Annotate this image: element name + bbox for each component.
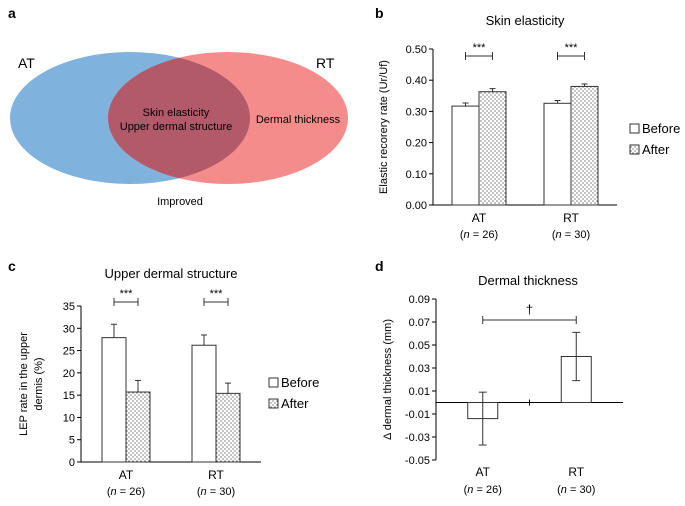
y-axis-label-line1: LEP rate in the upper <box>18 332 30 436</box>
legend-swatch-after <box>268 398 279 409</box>
legend-swatch-after <box>629 144 640 155</box>
y-tick-label: 10 <box>63 412 75 424</box>
venn-right-only-label: Dermal thickness <box>256 114 341 126</box>
x-category-label: RT <box>563 211 579 225</box>
chart-skin-elasticity: Skin elasticity 0.00 0.10 0.20 0.30 0.40 0.50 E… <box>378 13 680 241</box>
chart-dermal-thickness: Dermal thickness 0.09 0.07 0.05 0.03 0.01 -0.0… <box>382 273 623 496</box>
x-category-n: (n = 26) <box>460 229 498 241</box>
bar-before-rt <box>543 102 572 206</box>
chart-upper-dermal-structure: Upper dermal structure 0 5 10 15 20 25 30 35 LEP … <box>18 266 319 498</box>
y-tick-label: 0.05 <box>409 340 430 352</box>
y-tick-label: 25 <box>63 346 75 358</box>
legend-swatch-before <box>268 377 279 388</box>
x-category-label: RT <box>568 465 584 479</box>
bar-before-at <box>451 105 480 206</box>
bar-after-at <box>478 91 507 206</box>
y-tick-label: 35 <box>63 301 75 313</box>
bar-before-rt <box>191 344 217 463</box>
y-tick-label: 0.07 <box>409 317 430 329</box>
x-category-label: AT <box>472 211 487 225</box>
legend-label-before: Before <box>642 121 680 136</box>
y-tick-label: 0.50 <box>406 44 427 56</box>
y-tick-label: 0.20 <box>406 138 427 150</box>
panel-c-letter: c <box>8 258 16 274</box>
significance-mark: *** <box>120 288 134 300</box>
legend-label-after: After <box>642 142 670 157</box>
chart-title: Dermal thickness <box>478 273 578 288</box>
bar-after-at <box>125 391 151 463</box>
y-tick-label: 15 <box>63 390 75 402</box>
x-category-label: RT <box>208 468 224 482</box>
y-tick-label: -0.05 <box>405 455 430 467</box>
y-tick-label: 0.01 <box>409 386 430 398</box>
y-axis-label: Δ dermal thickness (mm) <box>382 319 394 440</box>
chart-title: Skin elasticity <box>486 13 565 28</box>
y-tick-label: 0.09 <box>409 294 430 306</box>
y-tick-label: 0.00 <box>406 200 427 212</box>
venn-caption: Improved <box>157 196 203 208</box>
y-tick-label: 20 <box>63 368 75 380</box>
y-tick-label: 0 <box>69 457 75 469</box>
legend-label-before: Before <box>281 375 319 390</box>
y-tick-label: 0.40 <box>406 75 427 87</box>
x-category-n: (n = 26) <box>464 484 502 496</box>
bar-before-at <box>101 337 127 463</box>
x-category-n: (n = 30) <box>197 486 235 498</box>
y-tick-label: 0.30 <box>406 106 427 118</box>
significance-mark: *** <box>565 42 579 54</box>
legend-label-after: After <box>281 396 309 411</box>
x-category-label: AT <box>119 468 134 482</box>
y-tick-label: 0.03 <box>409 363 430 375</box>
significance-mark: *** <box>473 42 487 54</box>
x-category-label: AT <box>476 465 491 479</box>
panel-d-letter: d <box>375 258 384 274</box>
venn-overlap-line2: Upper dermal structure <box>120 121 233 133</box>
venn-overlap <box>108 52 250 184</box>
panel-b-letter: b <box>375 5 384 21</box>
bar-after-rt <box>215 392 241 463</box>
y-tick-label: 5 <box>69 435 75 447</box>
y-axis-label: Elastic recorery rate (Ur/Uf) <box>378 60 390 194</box>
significance-mark: † <box>526 302 533 317</box>
venn-left-label: AT <box>18 55 35 71</box>
x-category-n: (n = 26) <box>107 486 145 498</box>
x-category-n: (n = 30) <box>552 229 590 241</box>
significance-mark: *** <box>210 288 224 300</box>
y-tick-label: -0.03 <box>405 432 430 444</box>
bar-after-rt <box>570 85 599 206</box>
venn-diagram: AT RT Skin elasticity Upper dermal struc… <box>10 52 348 208</box>
y-axis-label-line2: dermis (%) <box>33 357 45 410</box>
y-tick-label: 30 <box>63 323 75 335</box>
panel-a-letter: a <box>8 5 16 21</box>
legend-swatch-before <box>629 123 640 134</box>
chart-title: Upper dermal structure <box>105 266 238 281</box>
x-category-n: (n = 30) <box>557 484 595 496</box>
venn-right-label: RT <box>316 55 335 71</box>
y-tick-label: -0.01 <box>405 409 430 421</box>
venn-overlap-line1: Skin elasticity <box>143 107 210 119</box>
y-tick-label: 0.10 <box>406 169 427 181</box>
